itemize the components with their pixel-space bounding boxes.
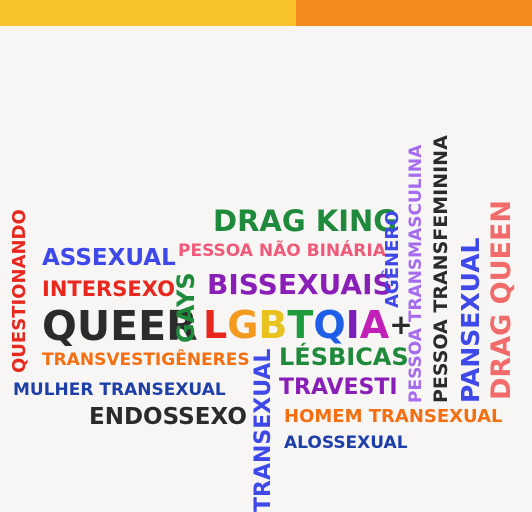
top-color-bar	[0, 0, 532, 26]
word-drag-queen: DRAG QUEEN	[486, 199, 517, 400]
word-pessoa-nao-binaria: PESSOA NÃO BINÁRIA	[178, 241, 386, 261]
lgbtqia-letter-t: T	[287, 303, 314, 347]
word-homem-transexual: HOMEM TRANSEXUAL	[284, 406, 503, 427]
top-bar-yellow	[0, 0, 296, 26]
word-alossexual: ALOSSEXUAL	[284, 433, 408, 453]
word-queer: QUEER	[42, 302, 198, 350]
word-lgbtqia: LGBTQIA+	[203, 306, 413, 344]
word-cloud-canvas	[0, 26, 532, 512]
word-intersexo: INTERSEXO	[42, 277, 175, 301]
word-pessoa-transfeminina: PESSOA TRANSFEMININA	[430, 135, 452, 403]
word-agenero: AGÊNERO	[382, 210, 403, 308]
lgbtqia-letter-i: I	[345, 303, 360, 347]
lgbtqia-letter-b: B	[258, 303, 288, 347]
word-travesti: TRAVESTI	[279, 375, 398, 400]
word-pessoa-transmasculina: PESSOA TRANSMASCULINA	[406, 144, 426, 403]
word-drag-king: DRAG KING	[213, 204, 398, 238]
word-lesbicas: LÉSBICAS	[279, 343, 409, 371]
word-mulher-transexual: MULHER TRANSEXUAL	[13, 380, 226, 400]
word-gays: GAYS	[172, 272, 200, 343]
lgbtqia-letter-l: L	[203, 303, 228, 347]
top-bar-orange	[296, 0, 532, 26]
word-assexual: ASSEXUAL	[42, 245, 176, 271]
word-endossexo: ENDOSSEXO	[89, 404, 247, 430]
lgbtqia-letter-a: A	[359, 303, 390, 347]
word-transexual: TRANSEXUAL	[251, 348, 276, 512]
word-pansexual: PANSEXUAL	[456, 237, 485, 403]
word-transvestigeneres: TRANSVESTIGÊNERES	[42, 350, 250, 370]
word-bissexuais: BISSEXUAIS	[207, 268, 393, 301]
lgbtqia-letter-q: Q	[313, 303, 346, 347]
word-questionando: QUESTIONANDO	[9, 209, 30, 373]
lgbtqia-letter-plus: +	[389, 308, 413, 341]
lgbtqia-letter-g: G	[227, 303, 259, 347]
